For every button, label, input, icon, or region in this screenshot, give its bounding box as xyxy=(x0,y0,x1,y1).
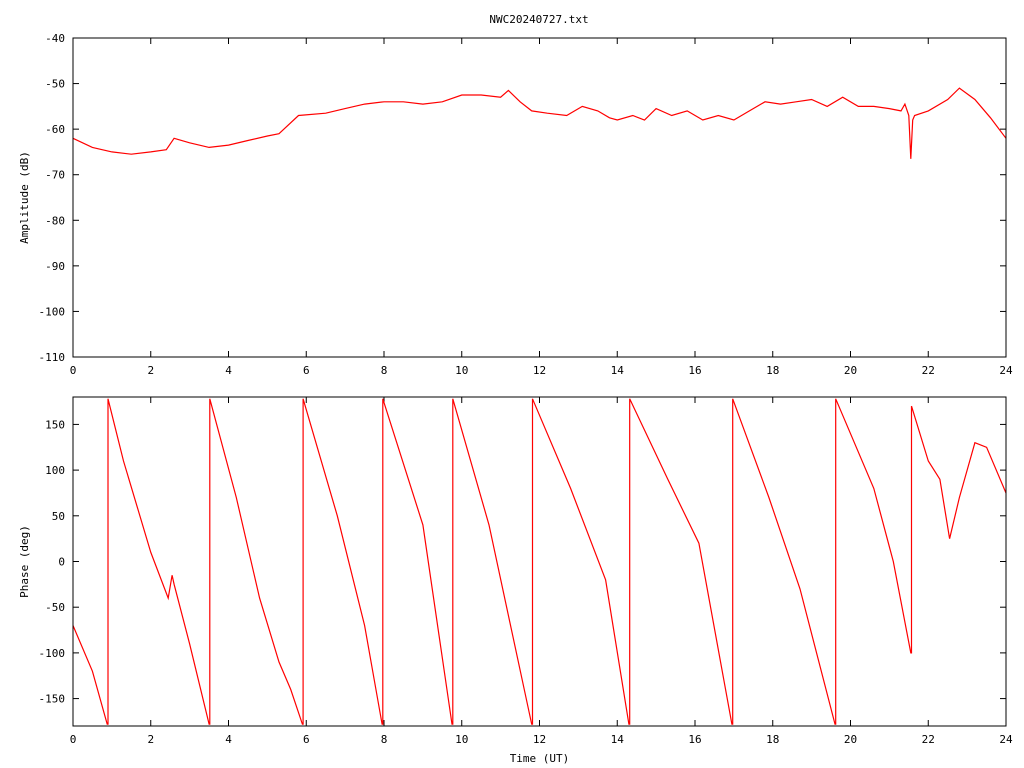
phase-x-tick-label: 18 xyxy=(766,733,779,746)
amplitude-ticks xyxy=(72,37,1007,358)
phase-x-tick-label: 24 xyxy=(999,733,1013,746)
amplitude-x-tick-label: 8 xyxy=(381,364,388,377)
amplitude-x-tick-label: 0 xyxy=(70,364,77,377)
amplitude-tick-labels: 0 2 4 6 8 10 12 14 16 18 20 22 24-40-50-60-70-80-90-… xyxy=(39,32,1013,377)
phase-x-tick-label: 10 xyxy=(455,733,468,746)
amplitude-x-tick-label: 14 xyxy=(611,364,625,377)
phase-x-tick-label: 22 xyxy=(922,733,935,746)
phase-y-tick-label: -150 xyxy=(39,693,66,706)
phase-x-tick-label: 4 xyxy=(225,733,232,746)
phase-ticks xyxy=(72,397,1007,726)
phase-x-tick-label: 0 xyxy=(70,733,77,746)
amplitude-y-tick-label: -100 xyxy=(39,305,66,318)
amplitude-x-tick-label: 24 xyxy=(999,364,1013,377)
phase-x-tick-label: 20 xyxy=(844,733,857,746)
phase-y-tick-label: 0 xyxy=(58,556,65,569)
amplitude-x-tick-label: 4 xyxy=(225,364,232,377)
amplitude-y-axis-label: Amplitude (dB) xyxy=(18,151,31,244)
amplitude-plot-frame xyxy=(72,37,1007,358)
amplitude-series-line xyxy=(72,87,1007,159)
time-x-axis-label: Time (UT) xyxy=(510,752,570,765)
phase-panel: 0 2 4 6 8 10 12 14 16 18 20 22 24150100500-50-100-15… xyxy=(18,396,1013,765)
amplitude-x-tick-label: 18 xyxy=(766,364,779,377)
amplitude-x-tick-label: 22 xyxy=(922,364,935,377)
amplitude-panel: 0 2 4 6 8 10 12 14 16 18 20 22 24-40-50-60-70-80-90-… xyxy=(18,32,1013,377)
phase-x-tick-label: 16 xyxy=(688,733,701,746)
amplitude-x-tick-label: 16 xyxy=(688,364,701,377)
amplitude-x-tick-label: 6 xyxy=(303,364,310,377)
phase-y-tick-label: 150 xyxy=(45,418,65,431)
amplitude-x-tick-label: 2 xyxy=(147,364,154,377)
phase-y-tick-label: -50 xyxy=(45,601,65,614)
phase-x-tick-label: 6 xyxy=(303,733,310,746)
amplitude-y-tick-label: -80 xyxy=(45,214,65,227)
phase-x-tick-label: 12 xyxy=(533,733,546,746)
amplitude-y-tick-label: -90 xyxy=(45,260,65,273)
amplitude-y-tick-label: -60 xyxy=(45,123,65,136)
amplitude-x-tick-label: 20 xyxy=(844,364,857,377)
phase-y-tick-label: -100 xyxy=(39,647,66,660)
phase-series-line xyxy=(72,398,1007,725)
phase-plot-frame xyxy=(72,396,1007,727)
chart-title: NWC20240727.txt xyxy=(489,13,588,26)
phase-y-tick-label: 50 xyxy=(52,510,65,523)
phase-tick-labels: 0 2 4 6 8 10 12 14 16 18 20 22 24150100500-50-100-15… xyxy=(39,418,1013,746)
amplitude-x-tick-label: 10 xyxy=(455,364,468,377)
amplitude-y-tick-label: -50 xyxy=(45,78,65,91)
amplitude-y-tick-label: -70 xyxy=(45,169,65,182)
phase-y-axis-label: Phase (deg) xyxy=(18,525,31,598)
amplitude-y-tick-label: -40 xyxy=(45,32,65,45)
phase-x-tick-label: 8 xyxy=(381,733,388,746)
phase-x-tick-label: 2 xyxy=(147,733,154,746)
amplitude-y-tick-label: -110 xyxy=(39,351,66,364)
phase-x-tick-label: 14 xyxy=(611,733,625,746)
amplitude-x-tick-label: 12 xyxy=(533,364,546,377)
phase-y-tick-label: 100 xyxy=(45,464,65,477)
